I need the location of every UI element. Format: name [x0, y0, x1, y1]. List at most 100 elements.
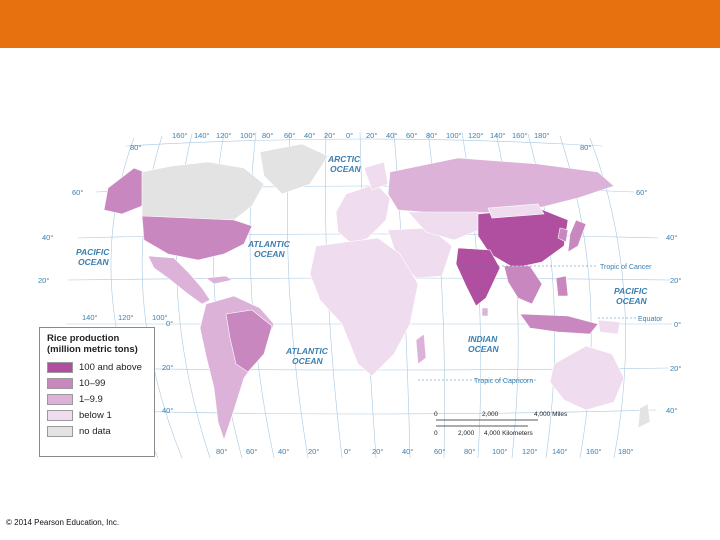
legend-label: no data	[79, 425, 111, 437]
region-alaska	[103, 167, 145, 215]
lon-top-13: 100°	[446, 131, 462, 140]
map-legend: Rice production (million metric tons) 10…	[39, 327, 155, 457]
legend-item: 1–9.9	[47, 391, 147, 407]
legend-title: Rice production (million metric tons)	[47, 333, 147, 355]
region-mongolia	[487, 203, 545, 219]
label-tropic-capricorn: Tropic of Capricorn	[474, 378, 533, 385]
lon-bottom-1: 60°	[246, 447, 257, 456]
region-russia	[387, 157, 615, 215]
region-indonesia	[519, 313, 599, 335]
continents	[103, 143, 651, 441]
header-bar	[0, 0, 720, 48]
legend-swatch	[47, 425, 73, 437]
label-atlantic-n-2: OCEAN	[254, 249, 286, 259]
reference-lines	[418, 265, 638, 381]
lon-top-2: 120°	[216, 131, 232, 140]
scale-miles-1: 2,000	[482, 411, 499, 418]
lon-bottom-11: 140°	[552, 447, 568, 456]
legend-label: 1–9.9	[79, 393, 103, 405]
lat-right-2: 40°	[666, 233, 677, 242]
region-japan	[567, 219, 587, 253]
lon-bottom-8: 80°	[464, 447, 475, 456]
lon-bottom-9: 100°	[492, 447, 508, 456]
legend-item: below 1	[47, 407, 147, 423]
region-africa	[309, 237, 419, 377]
region-korea	[557, 227, 569, 243]
region-sri-lanka	[481, 307, 489, 317]
region-europe	[335, 183, 391, 245]
lon-top-1: 140°	[194, 131, 210, 140]
legend-item: no data	[47, 423, 147, 439]
legend-item: 10–99	[47, 375, 147, 391]
lon-bottom-5: 20°	[372, 447, 383, 456]
lon-mid-2: 100°	[152, 313, 168, 322]
scale-km-2: 4,000 Kilometers	[484, 430, 534, 437]
graticule-labels: 160° 140° 120° 100° 80° 60° 40° 20° 0° 2…	[38, 131, 681, 456]
lon-top-3: 100°	[240, 131, 256, 140]
lat-right-3: 20°	[670, 276, 681, 285]
label-atlantic-s-1: ATLANTIC	[285, 346, 329, 356]
lon-top-5: 60°	[284, 131, 295, 140]
lon-top-0: 160°	[172, 131, 188, 140]
region-philippines	[555, 275, 569, 297]
label-pacific-e-1: PACIFIC	[614, 286, 648, 296]
lon-bottom-10: 120°	[522, 447, 538, 456]
label-atlantic-s-2: OCEAN	[292, 356, 324, 366]
label-atlantic-n-1: ATLANTIC	[247, 239, 291, 249]
lon-bottom-7: 60°	[434, 447, 445, 456]
region-new-zealand	[637, 403, 651, 429]
region-madagascar	[415, 333, 427, 365]
legend-item: 100 and above	[47, 359, 147, 375]
lat-left-1: 60°	[72, 188, 83, 197]
lon-top-8: 0°	[346, 131, 353, 140]
lon-top-7: 20°	[324, 131, 335, 140]
legend-swatch	[47, 377, 73, 389]
lon-top-14: 120°	[468, 131, 484, 140]
region-greenland	[259, 143, 329, 195]
label-equator: Equator	[638, 316, 663, 323]
lat-left-6: 40°	[162, 406, 173, 415]
lat-left-5: 20°	[162, 363, 173, 372]
lon-bottom-4: 0°	[344, 447, 351, 456]
lon-bottom-12: 160°	[586, 447, 602, 456]
region-central-asia	[407, 211, 485, 241]
copyright-text: © 2014 Pearson Education, Inc.	[6, 518, 120, 527]
lat-left-4: 0°	[166, 319, 173, 328]
lon-top-11: 60°	[406, 131, 417, 140]
region-scandinavia	[363, 161, 389, 191]
label-pacific-w-1: PACIFIC	[76, 247, 110, 257]
lon-top-4: 80°	[262, 131, 273, 140]
lat-left-0: 80°	[130, 143, 141, 152]
region-png	[597, 319, 621, 335]
lon-bottom-13: 180°	[618, 447, 634, 456]
label-indian-1: INDIAN	[468, 334, 498, 344]
legend-title-line1: Rice production	[47, 333, 120, 344]
region-se-asia	[503, 265, 543, 305]
lat-left-3: 20°	[38, 276, 49, 285]
scale-miles-0: 0	[434, 411, 438, 418]
world-map: 160° 140° 120° 100° 80° 60° 40° 20° 0° 2…	[38, 128, 690, 458]
region-canada	[141, 161, 265, 221]
ocean-labels: ARCTIC OCEAN PACIFIC OCEAN ATLANTIC OCEA…	[76, 154, 648, 366]
region-usa	[141, 215, 253, 261]
lon-top-15: 140°	[490, 131, 506, 140]
region-mexico-central	[147, 255, 211, 305]
lon-bottom-3: 20°	[308, 447, 319, 456]
reference-line-labels: Tropic of Cancer Equator Tropic of Capri…	[474, 264, 663, 385]
label-pacific-w-2: OCEAN	[78, 257, 110, 267]
legend-swatch	[47, 409, 73, 421]
region-india	[455, 247, 501, 307]
lon-bottom-0: 80°	[216, 447, 227, 456]
lat-right-1: 60°	[636, 188, 647, 197]
lon-top-17: 180°	[534, 131, 550, 140]
lon-mid-1: 120°	[118, 313, 134, 322]
lon-top-6: 40°	[304, 131, 315, 140]
region-australia	[549, 345, 625, 411]
lon-bottom-6: 40°	[402, 447, 413, 456]
world-map-svg: 160° 140° 120° 100° 80° 60° 40° 20° 0° 2…	[38, 131, 681, 458]
lat-right-0: 80°	[580, 143, 591, 152]
lon-mid-0: 140°	[82, 313, 98, 322]
lon-bottom-2: 40°	[278, 447, 289, 456]
lat-right-5: 20°	[670, 364, 681, 373]
legend-label: 10–99	[79, 377, 106, 389]
